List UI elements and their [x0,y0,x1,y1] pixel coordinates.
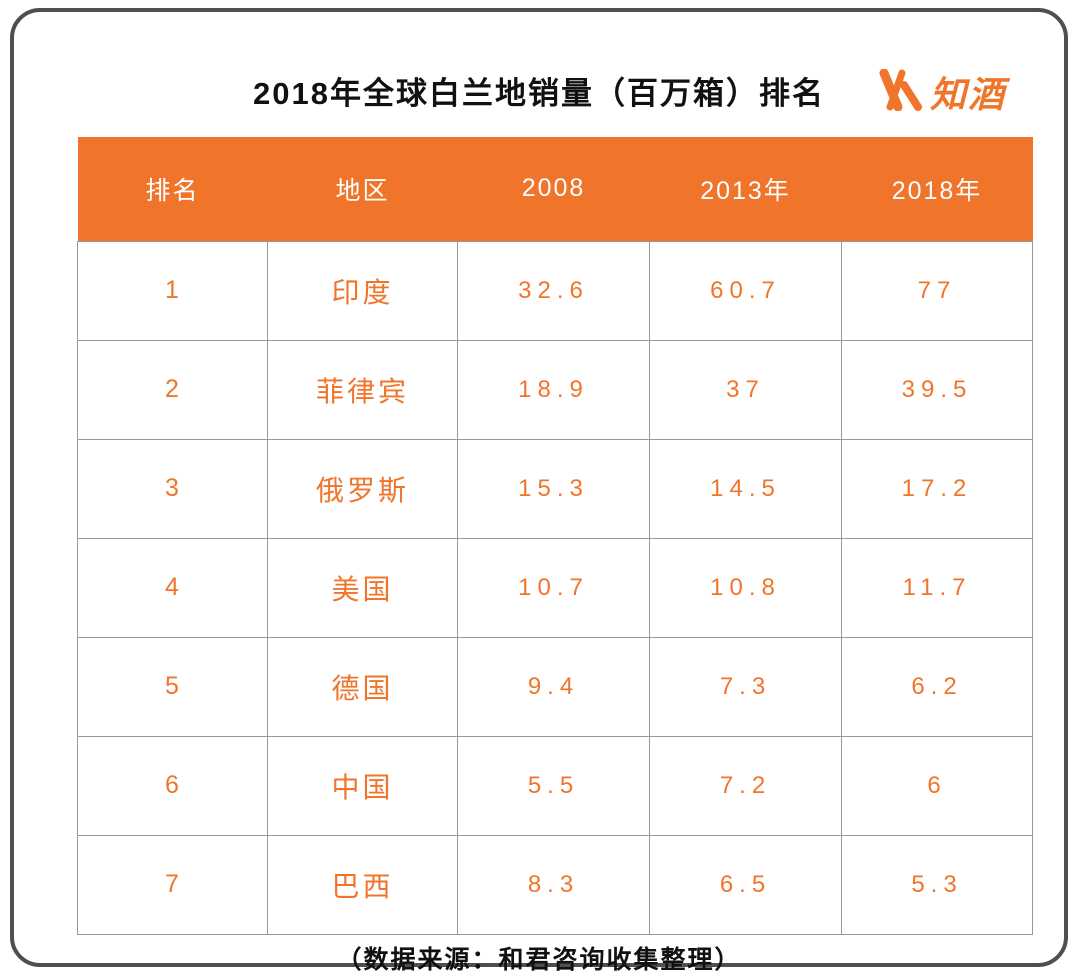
region-cell: 巴西 [267,834,458,935]
value-cell: 10.7 [457,537,650,638]
rank-cell: 5 [77,636,268,737]
value-cell: 9.4 [457,636,650,737]
column-header: 2008 [457,137,650,241]
value-cell: 32.6 [457,240,650,341]
page-title: 2018年全球白兰地销量（百万箱）排名 [253,76,825,111]
value-cell: 18.9 [457,339,650,440]
rank-cell: 3 [77,438,268,539]
region-cell: 德国 [267,636,458,737]
value-cell: 15.3 [457,438,650,539]
value-cell: 7.2 [649,735,842,836]
value-cell: 39.5 [841,339,1033,440]
value-cell: 6.2 [841,636,1033,737]
column-header: 2018年 [841,137,1033,241]
rank-cell: 2 [77,339,268,440]
data-source-note: （数据来源：和君咨询收集整理） [336,946,742,974]
ranking-table: 排名 地区 2008 2013年 2018年 1 印度 32.6 60.7 77 2 菲律宾 18.9… [77,137,1033,935]
value-cell: 6 [841,735,1033,836]
table-row: 5 德国 9.4 7.3 6.2 [77,636,1033,737]
table-row: 3 俄罗斯 15.3 14.5 17.2 [77,438,1033,539]
page-header: 2018年全球白兰地销量（百万箱）排名 知酒 [14,64,1064,124]
value-cell: 37 [649,339,842,440]
table-row: 7 巴西 8.3 6.5 5.3 [77,834,1033,935]
rank-cell: 1 [77,240,268,341]
region-cell: 菲律宾 [267,339,458,440]
region-cell: 俄罗斯 [267,438,458,539]
table-row: 1 印度 32.6 60.7 77 [77,240,1033,341]
value-cell: 6.5 [649,834,842,935]
column-header: 地区 [267,137,458,241]
value-cell: 17.2 [841,438,1033,539]
rounded-border-frame: 2018年全球白兰地销量（百万箱）排名 知酒 排名 地区 2008 2 [10,8,1068,974]
column-header: 排名 [77,137,268,241]
value-cell: 5.5 [457,735,650,836]
rank-cell: 4 [77,537,268,638]
logo-text: 知酒 [929,74,1006,115]
table-row: 2 菲律宾 18.9 37 39.5 [77,339,1033,440]
value-cell: 5.3 [841,834,1033,935]
value-cell: 11.7 [841,537,1033,638]
rank-cell: 6 [77,735,268,836]
value-cell: 7.3 [649,636,842,737]
ranking-table-container: 排名 地区 2008 2013年 2018年 1 印度 32.6 60.7 77 2 菲律宾 18.9… [77,137,1033,935]
table-header-row: 排名 地区 2008 2013年 2018年 [77,137,1033,241]
region-cell: 美国 [267,537,458,638]
value-cell: 77 [841,240,1033,341]
value-cell: 10.8 [649,537,842,638]
value-cell: 60.7 [649,240,842,341]
region-cell: 印度 [267,240,458,341]
brush-stroke-w-icon [878,68,926,116]
value-cell: 8.3 [457,834,650,935]
zhijiu-logo: 知酒 [878,66,1006,118]
table-row: 6 中国 5.5 7.2 6 [77,735,1033,836]
table-row: 4 美国 10.7 10.8 11.7 [77,537,1033,638]
rank-cell: 7 [77,834,268,935]
column-header: 2013年 [649,137,842,241]
value-cell: 14.5 [649,438,842,539]
region-cell: 中国 [267,735,458,836]
